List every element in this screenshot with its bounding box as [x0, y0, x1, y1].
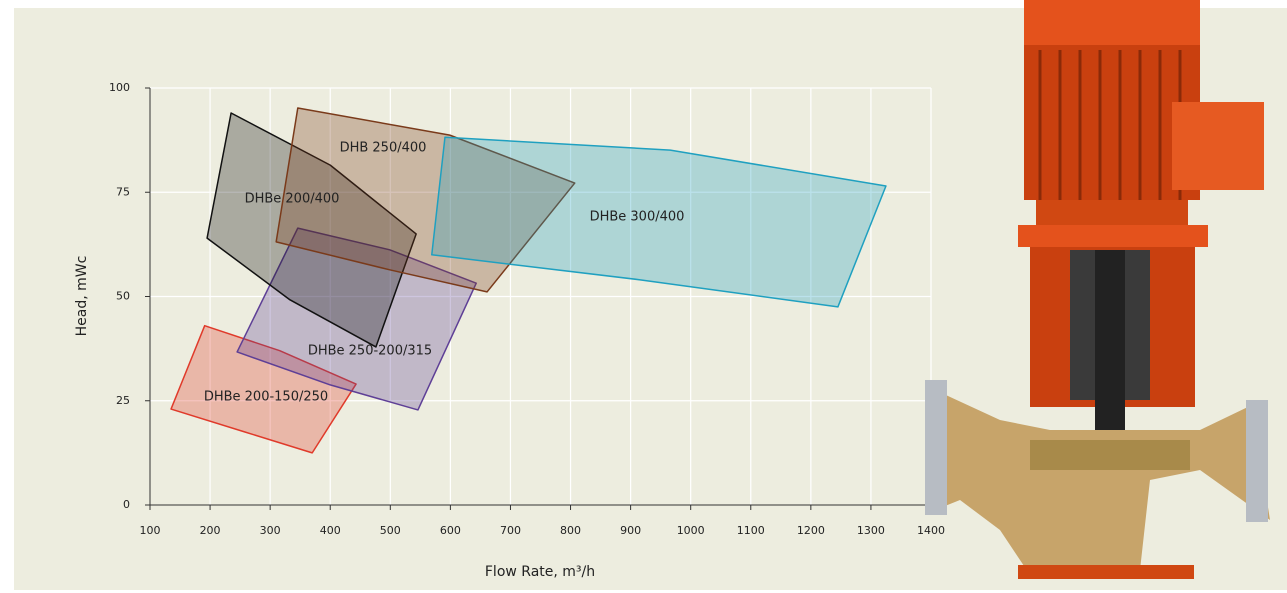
y-axis-label: Head, mWc	[74, 256, 90, 337]
x-tick-label: 300	[260, 524, 281, 537]
x-tick-label: 600	[440, 524, 461, 537]
region-label: DHB 250/400	[340, 141, 427, 156]
x-tick-label: 800	[560, 524, 581, 537]
x-tick-label: 1400	[917, 524, 945, 537]
region	[170, 324, 357, 454]
region-label: DHBe 200-150/250	[204, 390, 328, 405]
x-tick-label: 500	[380, 524, 401, 537]
y-tick-label: 0	[123, 498, 130, 511]
x-tick-label: 1000	[677, 524, 705, 537]
x-tick-label: 1100	[737, 524, 765, 537]
x-tick-label: 400	[320, 524, 341, 537]
region-label: DHBe 200/400	[245, 192, 340, 207]
region	[236, 227, 477, 411]
region	[206, 112, 417, 348]
region	[431, 136, 887, 308]
y-tick-label: 100	[109, 81, 130, 94]
x-tick-label: 900	[620, 524, 641, 537]
y-tick-label: 50	[116, 290, 130, 303]
x-tick-label: 200	[200, 524, 221, 537]
x-tick-label: 100	[140, 524, 161, 537]
pump-illustration	[925, 0, 1270, 579]
x-tick-label: 1300	[857, 524, 885, 537]
region-label: DHBe 300/400	[590, 210, 685, 225]
region	[275, 107, 576, 293]
y-tick-label: 75	[116, 185, 130, 198]
x-tick-label: 700	[500, 524, 521, 537]
y-tick-label: 25	[116, 394, 130, 407]
region-label: DHBe 250-200/315	[308, 344, 432, 359]
x-tick-label: 1200	[797, 524, 825, 537]
x-axis-label: Flow Rate, m³/h	[485, 564, 595, 580]
